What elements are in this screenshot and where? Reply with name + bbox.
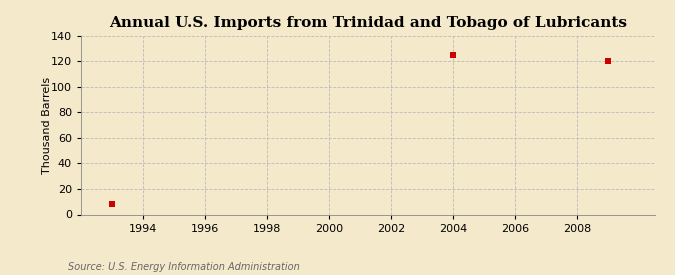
Y-axis label: Thousand Barrels: Thousand Barrels [42,76,52,174]
Point [448,53,458,57]
Point [603,59,614,64]
Text: Source: U.S. Energy Information Administration: Source: U.S. Energy Information Administ… [68,262,299,272]
Title: Annual U.S. Imports from Trinidad and Tobago of Lubricants: Annual U.S. Imports from Trinidad and To… [109,16,627,31]
Point [107,202,117,207]
